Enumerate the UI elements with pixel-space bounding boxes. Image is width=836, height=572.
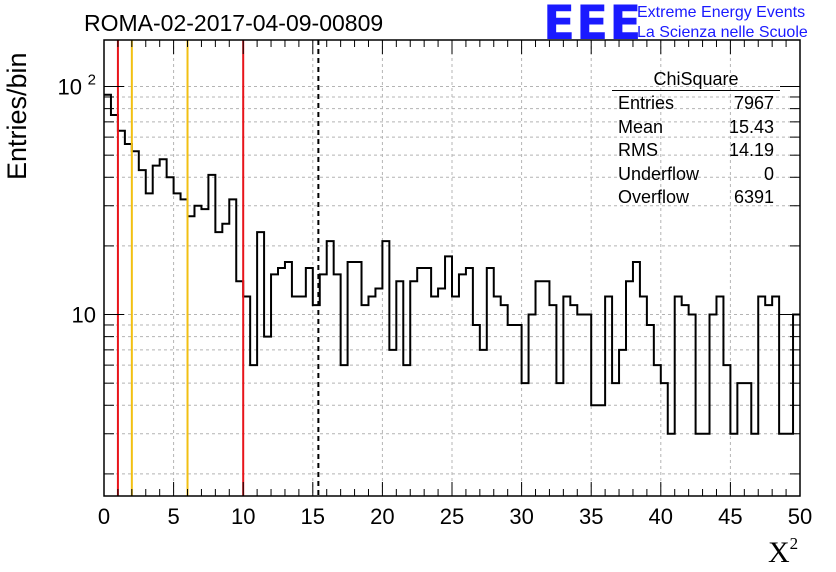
x-tick-label: 15 — [301, 504, 325, 529]
x-tick-label: 50 — [788, 504, 812, 529]
x-tick-label: 30 — [509, 504, 533, 529]
stats-row-underflow: Underflow 0 — [612, 163, 780, 187]
x-tick-label: 10 — [231, 504, 255, 529]
y-tick-label-sup: 2 — [88, 72, 96, 89]
x-axis-label: X2 — [768, 534, 799, 570]
stats-label: Mean — [618, 116, 664, 137]
y-axis-label-text: Entries/bin — [2, 52, 32, 180]
stats-value: 0 — [763, 163, 774, 184]
stats-label: RMS — [618, 140, 658, 160]
y-axis-label: Entries/bin — [2, 52, 33, 180]
x-tick-label: 45 — [718, 504, 742, 529]
stats-label: Underflow — [618, 163, 700, 184]
stats-row-rms: RMS 14.19 — [612, 139, 780, 163]
eee-logo: EEE — [543, 0, 643, 51]
histogram-line — [104, 93, 800, 435]
stats-box: ChiSquare Entries 7967 Mean 15.43 RMS 14.19… — [612, 68, 780, 210]
x-tick-label: 35 — [579, 504, 603, 529]
stats-label: Overflow — [618, 187, 690, 207]
run-title: ROMA-02-2017-04-09-00809 — [84, 10, 384, 36]
y-tick-label: 10 — [72, 303, 96, 328]
logo-subtitle-1: Extreme Energy Events — [637, 4, 806, 21]
stats-label: Entries — [618, 93, 675, 113]
stats-value: 7967 — [733, 93, 774, 113]
stats-value: 15.43 — [728, 116, 774, 137]
x-tick-label: 5 — [167, 504, 179, 529]
stats-row-entries: Entries 7967 — [612, 92, 780, 116]
stats-row-overflow: Overflow 6391 — [612, 186, 780, 210]
stats-value: 6391 — [733, 187, 774, 207]
stats-title: ChiSquare — [612, 68, 780, 91]
stats-value: 14.19 — [728, 140, 774, 160]
stats-row-mean: Mean 15.43 — [612, 116, 780, 140]
x-tick-label: 0 — [98, 504, 110, 529]
x-tick-label: 20 — [370, 504, 394, 529]
y-tick-label: 10 — [58, 75, 82, 100]
x-axis-label-text: X — [768, 536, 790, 569]
x-axis-label-sup: 2 — [789, 534, 799, 553]
logo-subtitle-2: La Scienza nelle Scuole — [637, 24, 808, 41]
x-tick-label: 40 — [649, 504, 673, 529]
x-tick-label: 25 — [440, 504, 464, 529]
